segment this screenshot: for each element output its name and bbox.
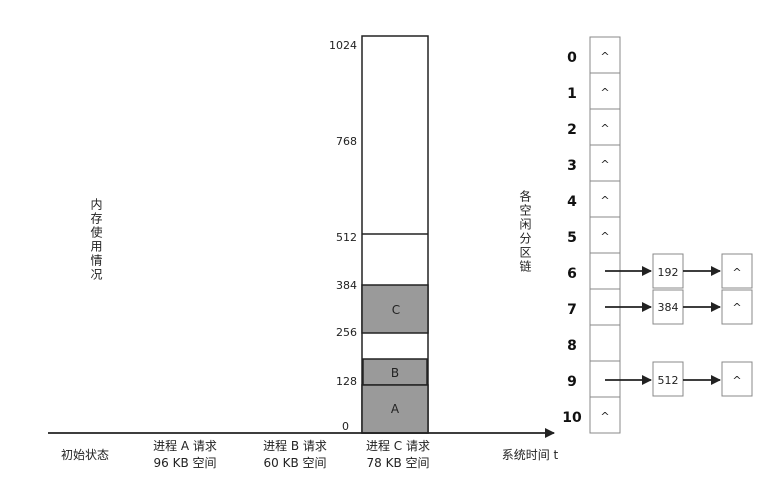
time-axis-label: 系统时间 t: [502, 448, 559, 462]
index-7: 7: [567, 302, 577, 318]
block-c-label: C: [392, 303, 400, 317]
null-1: ^: [600, 86, 609, 99]
node-6-value: 192: [658, 266, 679, 279]
tick-0: 0: [342, 420, 349, 433]
stage-3-line2: 78 KB 空间: [366, 456, 429, 470]
stage-1-line2: 96 KB 空间: [153, 456, 216, 470]
null-node-6: [721, 253, 753, 289]
null-2: ^: [600, 122, 609, 135]
node-7: [652, 289, 684, 325]
null-5: ^: [600, 230, 609, 243]
node-7-value: 384: [658, 301, 679, 314]
null-end-9: ^: [732, 374, 741, 387]
stage-0-line1: 初始状态: [61, 448, 109, 462]
null-markers: ^ ^ ^ ^ ^ ^ ^: [600, 50, 609, 423]
free-list-label: 各空闲分区链: [518, 189, 532, 274]
stage-1-line1: 进程 A 请求: [153, 438, 217, 453]
tick-1024: 1024: [329, 39, 357, 52]
tick-256: 256: [336, 326, 357, 339]
tick-128: 128: [336, 375, 357, 388]
null-end-7: ^: [732, 301, 741, 314]
index-1: 1: [567, 86, 577, 102]
free-list-indices: 0 1 2 3 4 5 6 7 8 9 10: [562, 50, 582, 426]
tick-384: 384: [336, 279, 357, 292]
null-3: ^: [600, 158, 609, 171]
index-4: 4: [567, 194, 577, 210]
index-8: 8: [567, 338, 577, 354]
node-6: [652, 253, 684, 289]
index-9: 9: [567, 374, 577, 390]
node-9-value: 512: [658, 374, 679, 387]
block-b-label: B: [391, 366, 399, 380]
index-2: 2: [567, 122, 577, 138]
index-3: 3: [567, 158, 577, 174]
block-c: [361, 284, 429, 334]
index-0: 0: [567, 50, 577, 66]
block-a-label: A: [391, 402, 400, 416]
null-10: ^: [600, 410, 609, 423]
null-node-9: [721, 361, 753, 397]
null-node-7: [721, 289, 753, 325]
stage-2-line2: 60 KB 空间: [263, 456, 326, 470]
index-6: 6: [567, 266, 577, 282]
node-9: [652, 361, 684, 397]
null-0: ^: [600, 50, 609, 63]
index-10: 10: [562, 410, 582, 426]
stage-3-line1: 进程 C 请求: [366, 438, 430, 453]
tick-768: 768: [336, 135, 357, 148]
tick-512: 512: [336, 231, 357, 244]
null-end-6: ^: [732, 266, 741, 279]
index-5: 5: [567, 230, 577, 246]
null-4: ^: [600, 194, 609, 207]
stage-2-line1: 进程 B 请求: [263, 438, 327, 453]
memory-axis-label: 内存使用情况: [89, 198, 103, 282]
